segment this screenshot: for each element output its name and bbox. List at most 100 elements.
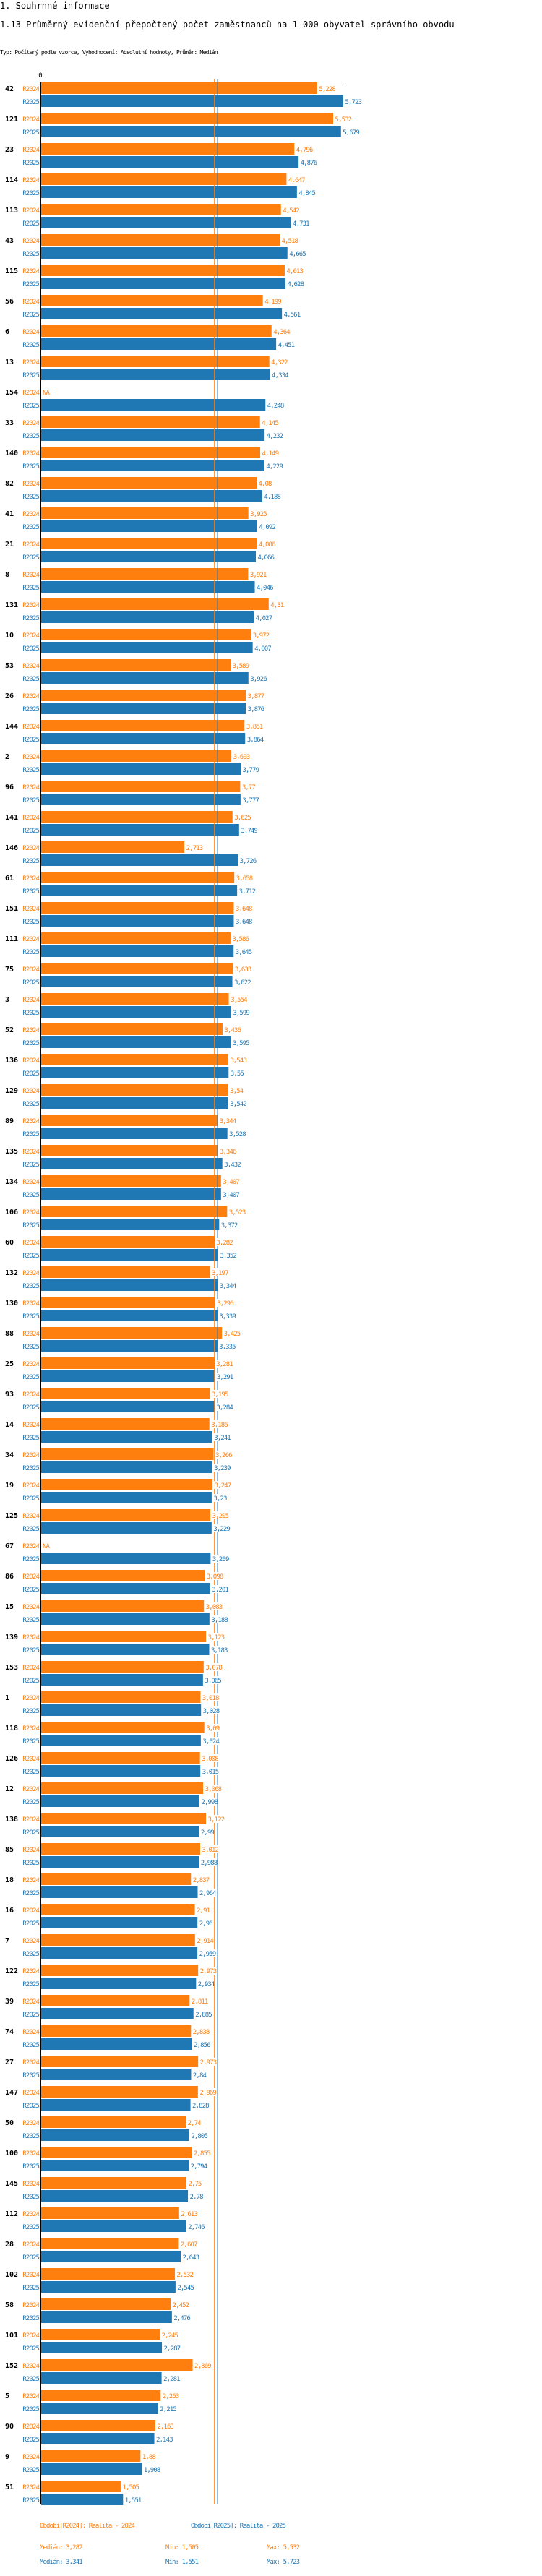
- series-label: R2024: [22, 1270, 39, 1277]
- value-label-bg: [242, 765, 259, 773]
- series-label: R2024: [22, 875, 39, 883]
- value-label-bg: [210, 1646, 227, 1654]
- value-label: 3,407: [223, 1179, 239, 1186]
- value-label: 4,066: [257, 554, 274, 562]
- bar-r2024: [41, 963, 233, 974]
- bar-r2024: [41, 2420, 155, 2431]
- value-label-bg: [121, 2483, 139, 2491]
- value-label: 3,625: [234, 815, 251, 822]
- bar-r2024: [41, 1570, 205, 1581]
- value-label: 4,518: [281, 238, 298, 245]
- series-label: R2024: [22, 2393, 39, 2400]
- bar-r2025: [41, 1856, 199, 1868]
- value-label: 4,08: [259, 481, 272, 488]
- value-label-bg: [200, 1828, 214, 1836]
- series-label: R2025: [22, 1131, 39, 1138]
- value-label: 3,241: [214, 1435, 231, 1442]
- bar-r2024: [41, 1752, 200, 1764]
- series-label: R2025: [22, 190, 39, 197]
- value-label-bg: [270, 601, 284, 609]
- series-label: R2024: [22, 1665, 39, 1672]
- bar-r2024: [41, 477, 257, 489]
- bar-r2024: [41, 598, 269, 610]
- value-label-bg: [211, 1390, 228, 1398]
- series-label: R2025: [22, 372, 39, 379]
- bar-r2025: [41, 1219, 220, 1230]
- bar-r2024: [41, 1327, 223, 1339]
- value-label: 3,065: [205, 1678, 221, 1685]
- category-label: 139: [5, 1633, 18, 1641]
- value-label: 4,31: [270, 602, 284, 609]
- value-label-bg: [201, 1754, 218, 1762]
- value-label: 3,015: [202, 1769, 219, 1776]
- value-label-bg: [187, 2223, 205, 2231]
- value-label-bg: [265, 462, 283, 470]
- value-label-bg: [212, 1494, 227, 1502]
- value-label-bg: [216, 1299, 233, 1307]
- bar-r2024: [41, 173, 287, 185]
- value-label: 4,322: [271, 359, 288, 366]
- series-label: R2025: [22, 767, 39, 774]
- value-label-bg: [187, 2179, 202, 2187]
- category-label: 3: [5, 996, 9, 1004]
- value-label: 2,973: [200, 2059, 217, 2066]
- r2025-min: Min: 1,551: [165, 2559, 199, 2566]
- value-label-bg: [229, 1086, 243, 1094]
- series-label: R2025: [22, 737, 39, 744]
- bar-r2025: [41, 854, 238, 866]
- value-label: 2,934: [198, 1981, 215, 1988]
- value-label: 3,209: [212, 1556, 229, 1563]
- series-label: R2024: [22, 390, 39, 397]
- value-label: 3,54: [230, 1088, 244, 1095]
- value-label: 4,451: [278, 342, 295, 349]
- value-label: 4,086: [259, 541, 275, 549]
- category-label: 118: [5, 1725, 18, 1733]
- value-label-bg: [249, 570, 266, 578]
- value-label-bg: [233, 752, 249, 760]
- category-label: 145: [5, 2180, 18, 2188]
- bar-r2024: [41, 1965, 199, 1976]
- series-label: R2024: [22, 1179, 39, 1186]
- category-label: 89: [5, 1117, 14, 1125]
- value-label-bg: [247, 692, 264, 700]
- value-label-bg: [235, 904, 251, 912]
- value-label-bg: [186, 843, 202, 851]
- category-label: 9: [5, 2453, 9, 2461]
- series-label: R2025: [22, 797, 39, 804]
- value-label: 3,23: [213, 1495, 227, 1503]
- category-label: 151: [5, 905, 18, 913]
- value-label-bg: [222, 1190, 239, 1198]
- value-label: 4,647: [288, 177, 305, 184]
- value-label: 5,723: [345, 99, 362, 106]
- series-label: R2025: [22, 2467, 39, 2474]
- value-label-bg: [194, 2361, 211, 2369]
- bar-r2024: [41, 1236, 215, 1248]
- series-label: R2025: [22, 2406, 39, 2413]
- series-label: R2024: [22, 1756, 39, 1763]
- value-label: 3,528: [229, 1131, 246, 1138]
- series-label: R2024: [22, 1695, 39, 1702]
- bar-r2025: [41, 1978, 197, 1989]
- value-label: 2,855: [194, 2150, 210, 2158]
- category-label: 56: [5, 298, 14, 306]
- series-label: R2024: [22, 632, 39, 640]
- value-label: 2,828: [192, 2103, 209, 2110]
- bar-r2025: [41, 1310, 218, 1321]
- series-label: R2025: [22, 281, 39, 288]
- bar-r2024: [41, 538, 257, 549]
- bar-r2025: [41, 2129, 189, 2141]
- value-label: 2,964: [199, 1890, 216, 1897]
- value-label-bg: [252, 631, 269, 639]
- bar-r2024: [41, 1054, 228, 1065]
- value-label: 2,91: [197, 1907, 210, 1915]
- bar-r2025: [41, 642, 253, 653]
- value-label: 3,603: [233, 754, 250, 761]
- bar-r2024: [41, 2207, 179, 2219]
- value-label: 3,648: [236, 919, 252, 926]
- value-label-bg: [218, 1312, 236, 1320]
- series-label: R2025: [22, 1769, 39, 1776]
- r2025-median: Medián: 3,341: [40, 2559, 83, 2566]
- series-label: R2025: [22, 1495, 39, 1503]
- series-label: R2024: [22, 1088, 39, 1095]
- series-label: R2025: [22, 888, 39, 896]
